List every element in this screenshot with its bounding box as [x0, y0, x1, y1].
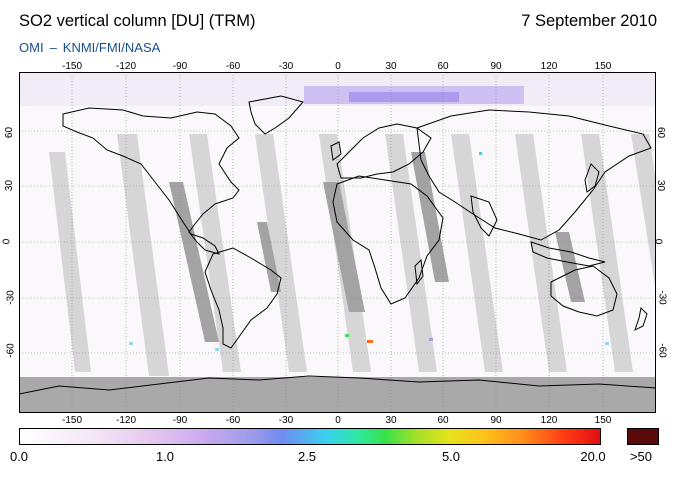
colorbar-label: 0.0 — [9, 449, 29, 464]
lon-label-bottom: 90 — [490, 415, 502, 426]
indonesia-coast — [530, 241, 606, 267]
graticule — [19, 72, 656, 413]
so2-speckles — [129, 152, 609, 351]
asia-coast — [416, 109, 652, 241]
lon-label-top: 90 — [490, 61, 502, 72]
madagascar-coast — [414, 258, 424, 286]
map-frame — [19, 72, 656, 413]
lon-label-bottom: 120 — [540, 415, 558, 426]
colorbar — [19, 428, 601, 445]
colorbar-label: 20.0 — [580, 449, 606, 464]
lon-label-bottom: 30 — [385, 415, 397, 426]
lon-label-top: 30 — [385, 61, 397, 72]
antarctic-band — [19, 377, 656, 413]
australia-coast — [550, 265, 618, 317]
lon-label-top: -120 — [115, 61, 137, 72]
india-coast — [470, 195, 498, 237]
africa-coast — [332, 175, 444, 305]
lat-label-left: 30 — [4, 179, 16, 192]
colorbar-label: 1.0 — [155, 449, 175, 464]
lat-label-left: 0 — [1, 238, 13, 245]
lon-label-bottom: -60 — [225, 415, 241, 426]
lat-label-left: -30 — [5, 290, 17, 305]
lon-label-top: -90 — [172, 61, 188, 72]
arctic-enhancement — [349, 92, 459, 102]
lon-label-top: -30 — [278, 61, 294, 72]
source-dash: – — [49, 40, 57, 55]
colorbar-over-label: >50 — [629, 449, 653, 464]
lon-label-top: 60 — [437, 61, 449, 72]
lon-label-bottom: -120 — [115, 415, 137, 426]
data-source: OMI – KNMI/FMI/NASA — [19, 40, 160, 55]
antarctica-coast — [19, 375, 656, 395]
lon-label-bottom: 60 — [437, 415, 449, 426]
lon-label-bottom: 150 — [594, 415, 612, 426]
source-institutes: KNMI/FMI/NASA — [62, 40, 161, 55]
uk-coast — [330, 141, 342, 161]
lat-label-right: 60 — [655, 126, 667, 139]
colorbar-label: 5.0 — [441, 449, 461, 464]
greenland-coast — [248, 95, 304, 135]
map-date: 7 September 2010 — [521, 12, 657, 30]
lat-label-right: -60 — [656, 343, 668, 358]
lon-label-top: 120 — [540, 61, 558, 72]
source-instrument: OMI — [19, 40, 44, 55]
map-title: SO2 vertical column [DU] (TRM) — [19, 12, 256, 30]
north-america-coast — [62, 107, 240, 255]
lon-label-top: 0 — [335, 61, 341, 72]
colorbar-over-box — [627, 428, 659, 445]
europe-coast — [336, 123, 432, 179]
lat-label-right: 30 — [655, 179, 667, 192]
lon-label-bottom: 0 — [335, 415, 341, 426]
south-america-coast — [204, 247, 282, 349]
colorbar-label: 2.5 — [297, 449, 317, 464]
japan-coast — [584, 163, 600, 193]
coastlines — [19, 95, 656, 395]
new-zealand-coast — [634, 306, 648, 331]
lat-label-left: -60 — [5, 343, 17, 358]
lon-label-top: 150 — [594, 61, 612, 72]
swath-gaps-dark — [169, 152, 585, 342]
lon-label-bottom: -150 — [61, 415, 83, 426]
lon-label-bottom: -30 — [278, 415, 294, 426]
lon-label-top: -60 — [225, 61, 241, 72]
lon-label-top: -150 — [61, 61, 83, 72]
lon-label-bottom: -90 — [172, 415, 188, 426]
lat-label-right: -30 — [656, 290, 668, 305]
world-map — [19, 72, 656, 413]
lat-label-left: 60 — [4, 126, 16, 139]
